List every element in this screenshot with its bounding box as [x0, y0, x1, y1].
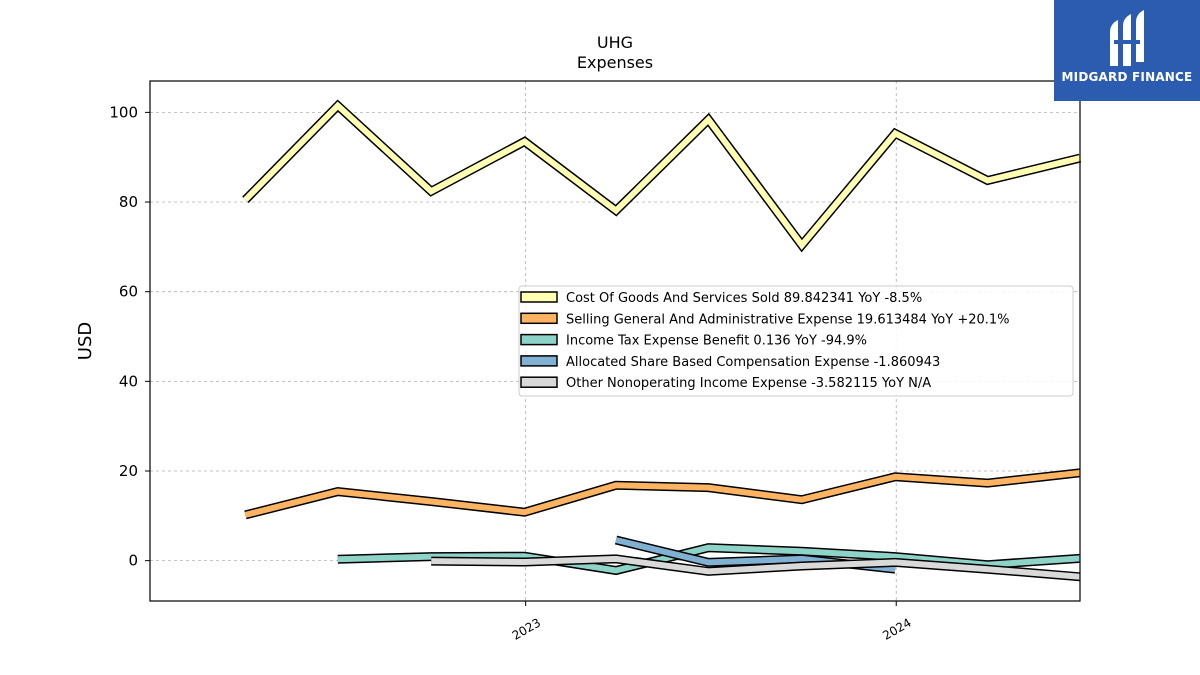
- y-tick-label: 60: [119, 283, 138, 301]
- brand-logo: MIDGARD FINANCE: [1054, 0, 1200, 101]
- brand-mark-icon: [1110, 10, 1144, 66]
- legend-label: Allocated Share Based Compensation Expen…: [566, 355, 940, 370]
- y-tick-label: 100: [109, 103, 138, 121]
- series-line-fill: [244, 469, 1081, 518]
- y-tick-label: 40: [119, 372, 138, 390]
- series-line-fill: [337, 544, 1081, 574]
- legend-swatch: [520, 355, 558, 367]
- series-line: [244, 468, 1081, 520]
- legend: Cost Of Goods And Services Sold 89.84234…: [518, 285, 1074, 397]
- y-tick-label: 0: [128, 552, 138, 570]
- y-axis-label: USD: [75, 322, 96, 360]
- legend-frame: [518, 285, 1074, 397]
- x-tick-label: 2024: [880, 615, 913, 642]
- y-tick-label: 80: [119, 193, 138, 211]
- plot-frame: [149, 80, 1081, 602]
- series-line: [431, 554, 1081, 582]
- series-line: [337, 543, 1081, 576]
- brand-name: MIDGARD FINANCE: [1061, 70, 1193, 84]
- y-tick-label: 20: [119, 462, 138, 480]
- legend-swatch: [520, 291, 558, 303]
- legend-label: Other Nonoperating Income Expense -3.582…: [566, 376, 931, 391]
- x-tick-label: 2023: [510, 615, 543, 642]
- series-layer: [242, 99, 1082, 582]
- legend-label: Cost Of Goods And Services Sold 89.84234…: [566, 291, 922, 306]
- legend-swatch: [520, 376, 558, 388]
- legend-label: Income Tax Expense Benefit 0.136 YoY -94…: [566, 334, 867, 349]
- x-axis: 2023 2024: [510, 601, 914, 643]
- series-line-fill: [243, 101, 1081, 250]
- chart-subtitle: Expenses: [577, 53, 653, 72]
- series-line-outline: [242, 99, 1082, 253]
- series-line-fill: [431, 555, 1081, 580]
- legend-swatch: [520, 312, 558, 325]
- legend-label: Selling General And Administrative Expen…: [566, 312, 1010, 327]
- legend-swatch: [520, 333, 558, 346]
- chart-title: UHG: [597, 33, 633, 52]
- y-axis: 0 20 40 60 80 100: [109, 103, 150, 570]
- series-line: [242, 99, 1082, 253]
